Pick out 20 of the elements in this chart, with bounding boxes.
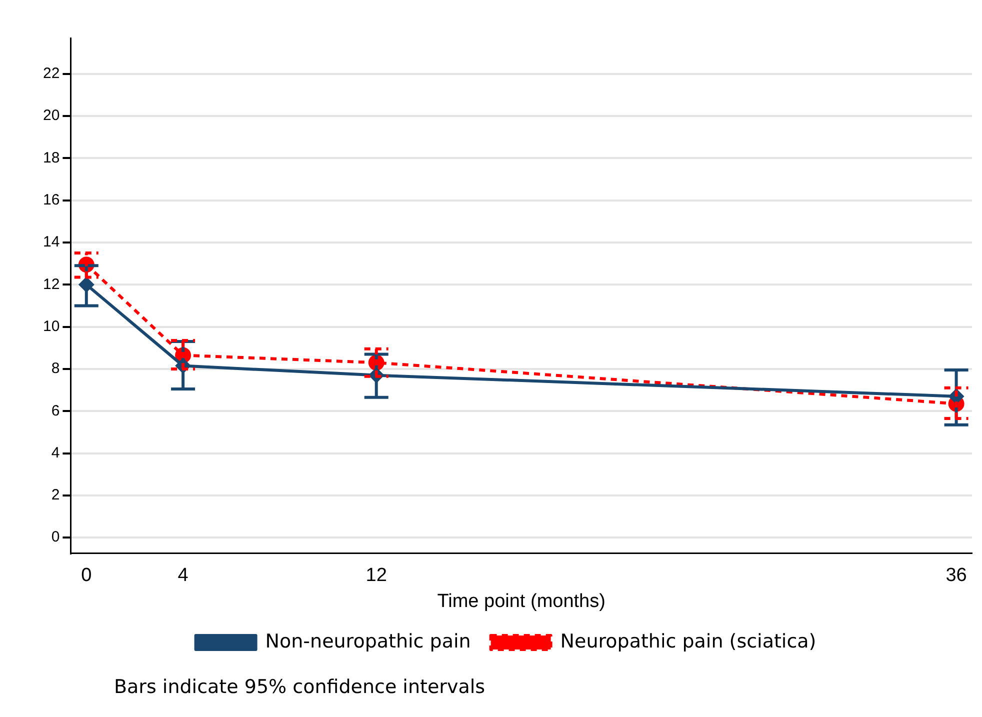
legend-label: Neuropathic pain (sciatica) (560, 630, 816, 652)
x-tick-label: 36 (946, 565, 967, 586)
x-tick-label: 4 (178, 565, 189, 586)
x-axis-title: Time point (months) (437, 590, 606, 612)
y-tick-label: 20 (42, 107, 60, 124)
y-tick-label: 2 (51, 486, 60, 504)
y-tick-label: 14 (42, 234, 60, 251)
legend-label: Non-neuropathic pain (265, 630, 471, 652)
y-tick-label: 6 (51, 402, 60, 420)
y-tick-label: 22 (42, 64, 60, 82)
text: Bars indicate 95% confidence intervals (114, 676, 486, 698)
y-tick-label: 18 (42, 149, 60, 166)
x-tick-label: 0 (81, 565, 92, 586)
x-tick-label: 12 (366, 565, 387, 586)
y-tick-label: 10 (42, 318, 60, 335)
y-tick-label: 0 (51, 528, 60, 546)
y-tick-label: 16 (42, 191, 60, 208)
y-tick-label: 4 (51, 444, 60, 462)
y-tick-label: 12 (42, 276, 60, 293)
y-tick-label: 8 (51, 360, 60, 378)
